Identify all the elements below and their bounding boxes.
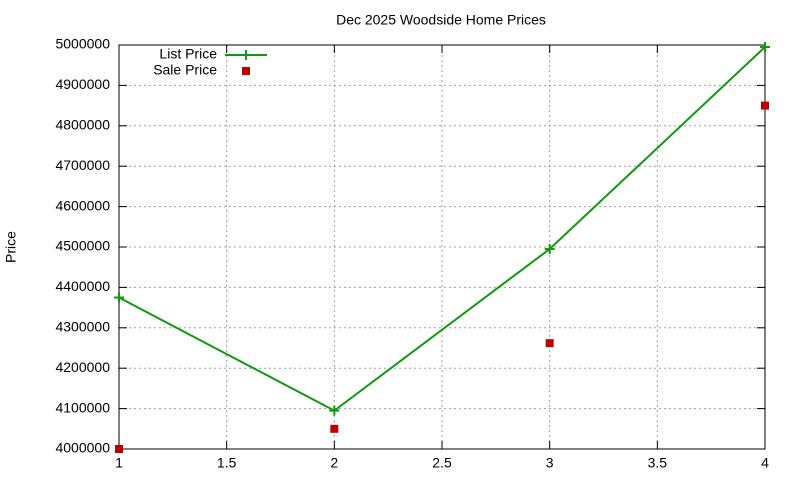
x-tick-label: 3.5: [648, 455, 668, 471]
y-tick-label: 4800000: [55, 117, 110, 133]
legend-label: List Price: [159, 46, 217, 62]
chart-title: Dec 2025 Woodside Home Prices: [336, 12, 546, 28]
y-tick-label: 5000000: [55, 36, 110, 52]
y-axis-label: Price: [3, 231, 19, 263]
point: [545, 339, 554, 348]
x-tick-label: 1.5: [217, 455, 237, 471]
x-tick-label: 3: [546, 455, 554, 471]
legend-marker: [241, 50, 251, 60]
y-tick-label: 4600000: [55, 197, 110, 213]
point: [330, 424, 339, 433]
x-tick-label: 2.5: [432, 455, 452, 471]
legend-label: Sale Price: [153, 62, 217, 78]
y-tick-label: 4100000: [55, 399, 110, 415]
legend-marker: [242, 67, 250, 75]
x-tick-label: 4: [761, 455, 769, 471]
y-tick-label: 4000000: [55, 440, 110, 456]
y-tick-label: 4400000: [55, 278, 110, 294]
point: [544, 244, 555, 255]
y-tick-label: 4200000: [55, 359, 110, 375]
point: [760, 42, 770, 53]
plot-border: [118, 44, 766, 450]
y-tick-label: 4500000: [55, 238, 110, 254]
point: [761, 101, 769, 110]
x-tick-label: 2: [330, 455, 338, 471]
point: [114, 292, 124, 303]
y-tick-label: 4300000: [55, 319, 110, 335]
line: [118, 46, 766, 412]
y-tick-label: 4700000: [55, 157, 110, 173]
x-tick-label: 1: [115, 455, 123, 471]
point: [329, 405, 340, 416]
point: [115, 445, 123, 453]
y-tick-label: 4900000: [55, 76, 110, 92]
